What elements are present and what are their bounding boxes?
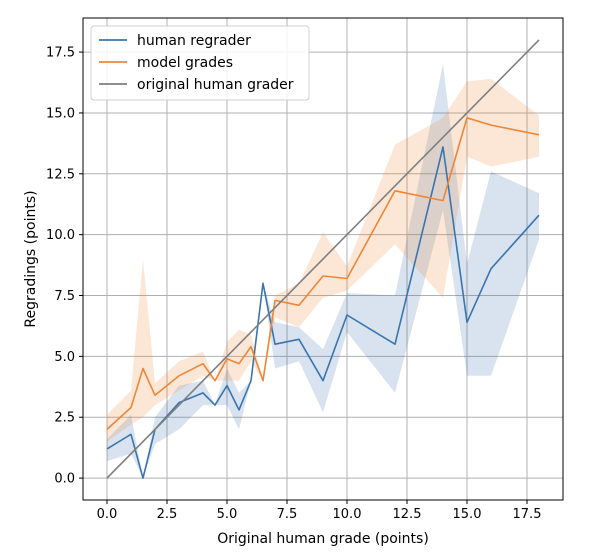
y-tick-label: 15.0 xyxy=(46,106,75,121)
y-axis-label: Regradings (points) xyxy=(23,190,39,327)
confidence-bands xyxy=(107,64,539,479)
series-line-1 xyxy=(106,117,540,430)
x-tick-label: 12.5 xyxy=(393,507,422,522)
legend-label: original human grader xyxy=(137,77,294,93)
y-tick-label: 0.0 xyxy=(54,472,75,487)
series-line-2 xyxy=(106,39,540,479)
x-axis-label: Original human grade (points) xyxy=(217,531,429,547)
x-tick-label: 5.0 xyxy=(217,507,238,522)
legend-label: model grades xyxy=(137,55,233,71)
axis-ticks: 0.0 2.5 5.0 7.5 10.0 12.5 15.0 17.5 0.0 2.5 5.0 7.5… xyxy=(46,46,541,522)
x-tick-label: 7.5 xyxy=(277,507,298,522)
x-tick-label: 17.5 xyxy=(513,507,542,522)
x-tick-label: 15.0 xyxy=(453,507,482,522)
legend-label: human regrader xyxy=(137,33,251,49)
y-tick-label: 5.0 xyxy=(54,350,75,365)
x-tick-label: 10.0 xyxy=(333,507,362,522)
x-tick-label: 2.5 xyxy=(157,507,178,522)
y-tick-label: 12.5 xyxy=(46,167,75,182)
plot-frame xyxy=(82,17,564,501)
y-tick-label: 17.5 xyxy=(46,46,75,61)
grid xyxy=(83,18,563,500)
legend: human regrader model grades original human… xyxy=(90,25,310,101)
y-tick-label: 7.5 xyxy=(54,289,75,304)
confidence-band-series-1 xyxy=(107,78,539,442)
legend-box xyxy=(90,25,310,101)
y-tick-label: 2.5 xyxy=(54,411,75,426)
series-lines xyxy=(106,39,540,479)
y-tick-label: 10.0 xyxy=(46,228,75,243)
x-tick-label: 0.0 xyxy=(97,507,118,522)
confidence-band-series-0 xyxy=(107,64,539,479)
